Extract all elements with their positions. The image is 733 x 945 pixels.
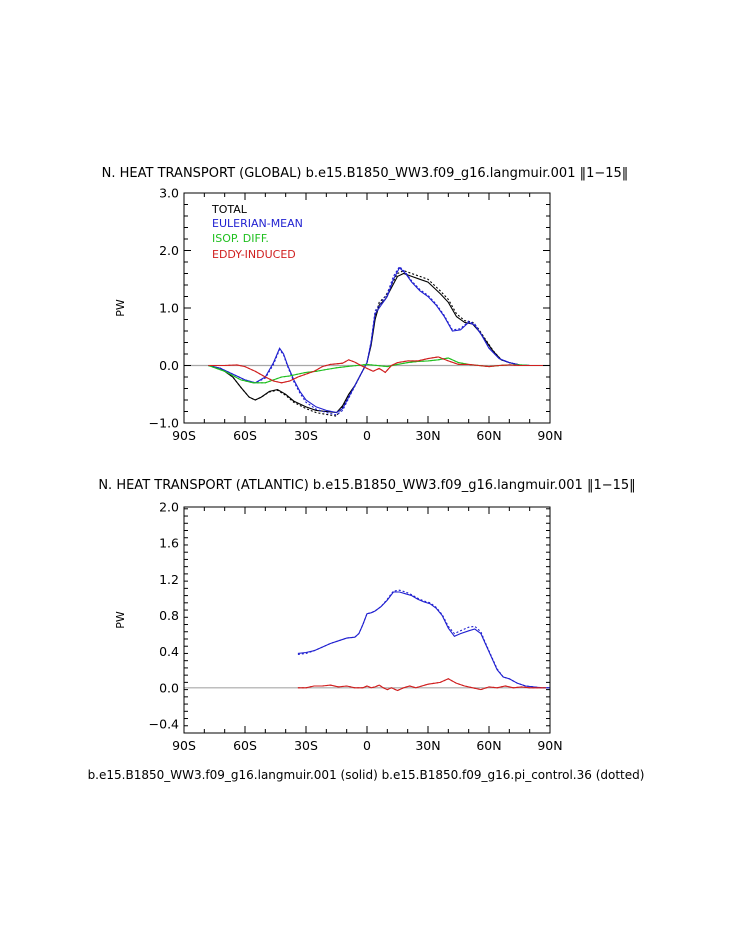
atlantic-y-tick-label: 2.0 [159, 500, 179, 515]
atlantic-plot-frame [183, 506, 551, 734]
atlantic-x-tick-label: 60S [233, 738, 257, 753]
global-x-tick-label: 0 [363, 428, 371, 443]
global-x-tick-label: 60N [476, 428, 501, 443]
global-series-1-solid [208, 266, 546, 414]
global-x-tick-label: 30N [415, 428, 440, 443]
atlantic-panel: N. HEAT TRANSPORT (ATLANTIC) b.e15.B1850… [98, 478, 635, 753]
atlantic-x-tick-label: 60N [476, 738, 501, 753]
atlantic-y-tick-label: 0.8 [159, 608, 179, 623]
global-series-2-solid [208, 357, 546, 384]
atlantic-series-1-dotted [297, 678, 546, 692]
legend-eddy-induced: EDDY-INDUCED [212, 248, 296, 261]
atlantic-x-tick-label: 90N [537, 738, 562, 753]
atlantic-y-tick-label: 1.6 [159, 536, 179, 551]
global-legend: TOTAL EULERIAN-MEAN ISOP. DIFF. EDDY-IND… [211, 203, 303, 261]
atlantic-y-tick-label: 0.0 [159, 680, 179, 695]
atlantic-series-0-solid [297, 591, 550, 689]
atlantic-x-tick-label: 30S [294, 738, 318, 753]
atlantic-y-tick-label: 0.4 [159, 644, 179, 659]
atlantic-x-tick-label: 0 [363, 738, 371, 753]
atlantic-y-tick-label: −0.4 [149, 716, 179, 731]
global-title: N. HEAT TRANSPORT (GLOBAL) b.e15.B1850_W… [102, 166, 629, 181]
global-series-0-solid [208, 272, 546, 414]
global-y-tick-label: 1.0 [159, 301, 179, 316]
atlantic-series-1-solid [297, 678, 546, 692]
atlantic-x-tick-label: 30N [415, 738, 440, 753]
global-series-0-dotted [208, 270, 546, 417]
global-y-tick-label: −1.0 [149, 416, 179, 431]
global-y-tick-label: 0.0 [159, 358, 179, 373]
legend-isop-diff: ISOP. DIFF. [212, 232, 269, 245]
global-panel: N. HEAT TRANSPORT (GLOBAL) b.e15.B1850_W… [102, 166, 629, 443]
legend-eulerian-mean: EULERIAN-MEAN [212, 217, 303, 230]
footer-caption: b.e15.B1850_WW3.f09_g16.langmuir.001 (so… [88, 768, 645, 782]
global-x-tick-label: 90N [537, 428, 562, 443]
atlantic-series-0-dotted [297, 589, 550, 689]
global-x-tick-label: 60S [233, 428, 257, 443]
global-y-tick-label: 2.0 [159, 243, 179, 258]
atlantic-x-tick-label: 90S [172, 738, 196, 753]
global-series-1-dotted [208, 265, 546, 416]
legend-total: TOTAL [211, 203, 248, 216]
global-series-2-dotted [208, 357, 546, 384]
atlantic-y-tick-label: 1.2 [159, 572, 179, 587]
atlantic-title: N. HEAT TRANSPORT (ATLANTIC) b.e15.B1850… [98, 478, 635, 493]
global-x-tick-label: 90S [172, 428, 196, 443]
global-series-3-solid [208, 356, 546, 384]
global-y-tick-label: 3.0 [159, 186, 179, 201]
global-x-tick-label: 30S [294, 428, 318, 443]
atlantic-y-axis-label: PW [114, 611, 127, 629]
global-y-axis-label: PW [114, 299, 127, 317]
